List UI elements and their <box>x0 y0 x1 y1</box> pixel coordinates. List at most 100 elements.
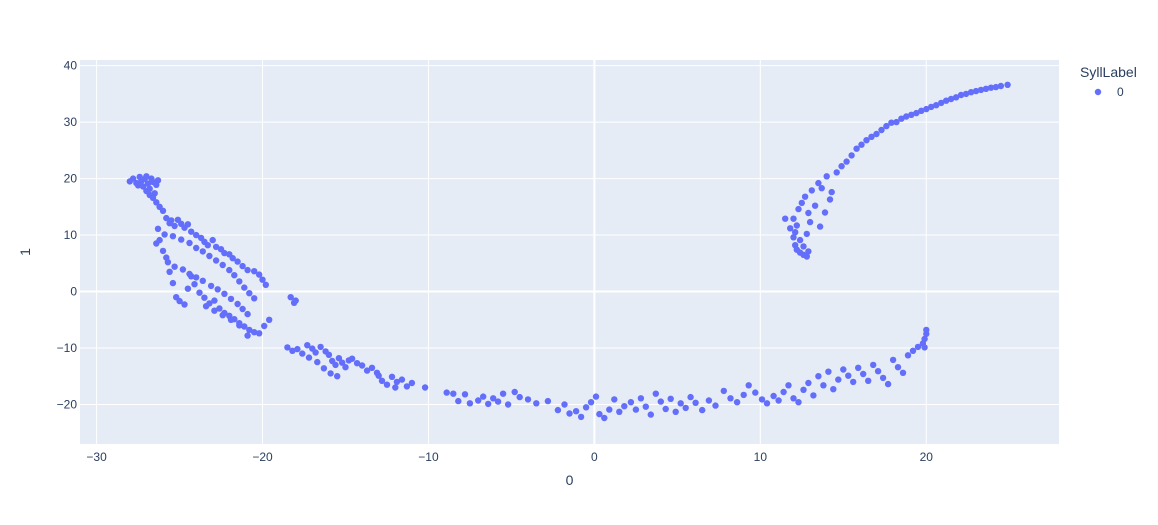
data-point[interactable] <box>908 111 915 119</box>
data-point[interactable] <box>677 400 684 407</box>
data-point[interactable] <box>214 286 221 293</box>
data-point[interactable] <box>221 249 228 257</box>
data-point[interactable] <box>909 347 917 354</box>
data-point[interactable] <box>339 359 346 366</box>
data-point[interactable] <box>143 173 150 180</box>
data-point[interactable] <box>314 358 321 366</box>
data-point[interactable] <box>763 400 771 407</box>
legend-label[interactable]: 0 <box>1117 85 1124 99</box>
data-point[interactable] <box>256 330 263 337</box>
data-point[interactable] <box>335 355 343 362</box>
data-point[interactable] <box>853 145 860 152</box>
data-point[interactable] <box>166 268 173 275</box>
data-point[interactable] <box>358 362 366 369</box>
data-point[interactable] <box>888 119 895 126</box>
data-point[interactable] <box>212 243 220 251</box>
data-point[interactable] <box>815 179 822 187</box>
data-point[interactable] <box>466 400 474 407</box>
data-point[interactable] <box>785 382 792 389</box>
data-point[interactable] <box>256 271 263 278</box>
data-point[interactable] <box>811 202 819 209</box>
data-point[interactable] <box>621 403 628 410</box>
data-point[interactable] <box>705 397 713 404</box>
data-point[interactable] <box>801 193 809 200</box>
data-point[interactable] <box>229 255 236 262</box>
data-point[interactable] <box>943 97 950 104</box>
data-point[interactable] <box>475 397 482 404</box>
data-point[interactable] <box>554 406 562 414</box>
data-point[interactable] <box>159 247 167 255</box>
data-point[interactable] <box>873 130 880 138</box>
data-point[interactable] <box>923 105 930 113</box>
data-point[interactable] <box>780 388 787 396</box>
data-point[interactable] <box>443 389 450 396</box>
data-point[interactable] <box>485 400 492 408</box>
data-point[interactable] <box>1004 81 1011 89</box>
data-point[interactable] <box>393 378 401 386</box>
data-point[interactable] <box>727 395 734 402</box>
data-point[interactable] <box>154 177 162 184</box>
data-point[interactable] <box>957 91 965 99</box>
data-point[interactable] <box>184 221 192 228</box>
data-point[interactable] <box>383 381 391 388</box>
data-point[interactable] <box>490 395 497 402</box>
data-point[interactable] <box>266 316 273 323</box>
data-point[interactable] <box>236 278 243 285</box>
data-point[interactable] <box>840 366 847 373</box>
data-point[interactable] <box>226 266 233 274</box>
data-point[interactable] <box>992 83 1000 91</box>
data-point[interactable] <box>193 231 200 239</box>
data-point[interactable] <box>159 207 167 214</box>
data-point[interactable] <box>921 344 928 351</box>
data-point[interactable] <box>227 295 235 303</box>
data-point[interactable] <box>889 356 897 364</box>
data-point[interactable] <box>312 349 319 356</box>
data-point[interactable] <box>808 187 815 194</box>
data-point[interactable] <box>914 343 922 351</box>
data-point[interactable] <box>672 408 679 415</box>
data-point[interactable] <box>830 386 837 393</box>
data-point[interactable] <box>796 236 804 244</box>
data-point[interactable] <box>244 266 251 274</box>
data-point[interactable] <box>692 399 699 406</box>
data-point[interactable] <box>740 391 747 399</box>
data-point[interactable] <box>153 199 160 206</box>
data-point[interactable] <box>687 393 694 401</box>
data-point[interactable] <box>292 297 299 304</box>
data-point[interactable] <box>712 402 719 409</box>
data-point[interactable] <box>795 399 802 406</box>
data-point[interactable] <box>251 268 258 275</box>
data-point[interactable] <box>450 390 457 397</box>
data-point[interactable] <box>952 94 960 101</box>
data-point[interactable] <box>176 297 183 305</box>
data-point[interactable] <box>818 185 825 192</box>
data-point[interactable] <box>790 215 797 222</box>
data-point[interactable] <box>592 393 600 400</box>
data-point[interactable] <box>821 209 829 216</box>
data-point[interactable] <box>241 284 248 291</box>
data-point[interactable] <box>987 84 995 91</box>
data-point[interactable] <box>392 384 399 391</box>
data-point[interactable] <box>461 391 469 398</box>
data-point[interactable] <box>800 386 807 393</box>
data-point[interactable] <box>234 258 241 265</box>
data-point[interactable] <box>883 122 890 130</box>
data-point[interactable] <box>353 360 361 367</box>
data-point[interactable] <box>637 395 645 402</box>
data-point[interactable] <box>816 223 824 230</box>
data-point[interactable] <box>171 263 178 270</box>
data-point[interactable] <box>582 404 590 411</box>
data-point[interactable] <box>825 368 832 375</box>
data-point[interactable] <box>317 343 324 351</box>
data-point[interactable] <box>868 133 875 140</box>
data-point[interactable] <box>524 396 532 403</box>
data-point[interactable] <box>800 243 807 250</box>
data-point[interactable] <box>947 95 955 103</box>
data-point[interactable] <box>782 215 789 222</box>
data-point[interactable] <box>805 209 812 217</box>
data-point[interactable] <box>699 406 706 414</box>
data-point[interactable] <box>770 392 777 400</box>
data-point[interactable] <box>903 113 910 120</box>
data-point[interactable] <box>790 395 797 402</box>
data-point[interactable] <box>972 87 980 95</box>
